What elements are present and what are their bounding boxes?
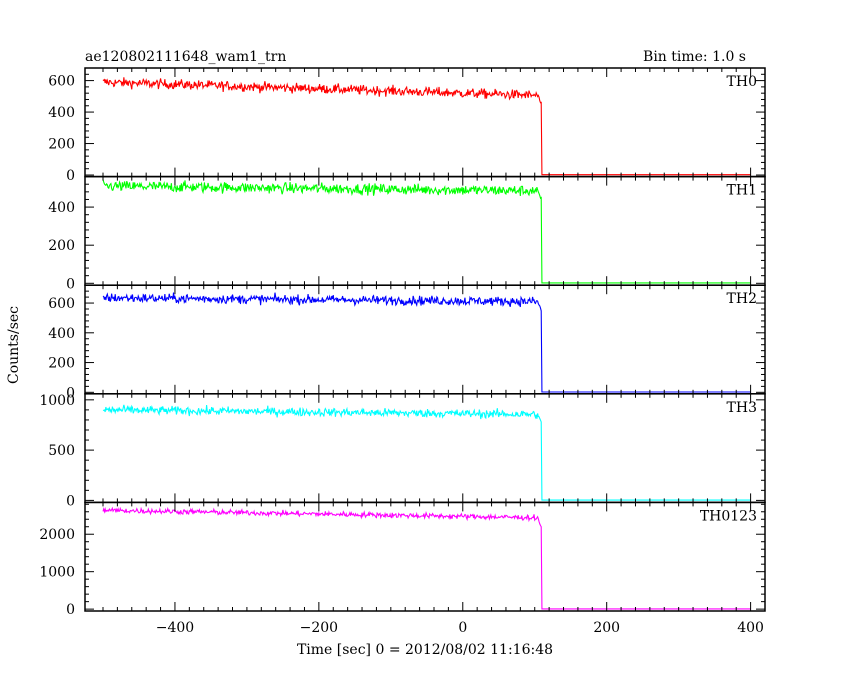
y-tick-label: 600 — [48, 74, 75, 90]
panel-th1: 0 200 400 TH1 — [48, 175, 766, 292]
y-tick-label: 0 — [66, 168, 75, 184]
series-line-th3 — [102, 404, 751, 501]
x-tick-label: 400 — [737, 620, 764, 636]
panel-frame — [84, 67, 766, 178]
panel-label-th2: TH2 — [727, 291, 757, 307]
bin-time-label: Bin time: 1.0 s — [643, 49, 746, 65]
series-line-th0123 — [102, 506, 751, 610]
panel-th0: 0 200 400 600 TH0 — [48, 67, 766, 184]
y-tick-label: 200 — [48, 238, 75, 254]
y-tick-label: 500 — [48, 443, 75, 459]
x-tick-label: −400 — [156, 620, 194, 636]
y-tick-label: 0 — [66, 385, 75, 401]
y-tick-label: 200 — [48, 137, 75, 153]
y-tick-label: 400 — [48, 326, 75, 342]
panel-th3: 0 500 1000 TH3 — [39, 393, 766, 509]
x-tick-label: −200 — [300, 620, 338, 636]
panel-th2: 0 200 400 600 TH2 — [48, 284, 766, 401]
y-tick-label: 0 — [66, 602, 75, 618]
y-tick-label: 600 — [48, 296, 75, 312]
panel-frame — [84, 393, 766, 504]
y-tick-label: 0 — [66, 276, 75, 292]
series-line-th2 — [102, 292, 751, 393]
panel-frame — [84, 501, 766, 612]
y-tick-label: 400 — [48, 105, 75, 121]
panels-group: 0 200 400 600 TH0 0 200 400 TH1 0 200 400 600 TH2 0 500… — [39, 67, 766, 618]
panel-label-th3: TH3 — [727, 400, 757, 416]
y-axis-label: Counts/sec — [6, 306, 22, 384]
panel-label-th1: TH1 — [727, 183, 757, 199]
y-tick-label: 200 — [48, 356, 75, 372]
panel-th0123: 0 1000 2000 TH0123 — [39, 501, 766, 618]
x-axis-label: Time [sec] 0 = 2012/08/02 11:16:48 — [297, 642, 553, 658]
chart-title: ae120802111648_wam1_trn — [85, 49, 286, 65]
x-tick-labels: −400 −200 0 200 400 — [156, 620, 764, 636]
y-tick-label: 400 — [48, 200, 75, 216]
panel-label-th0: TH0 — [727, 74, 757, 90]
x-tick-label: 0 — [458, 620, 467, 636]
y-tick-label: 2000 — [39, 527, 75, 543]
series-line-th1 — [102, 179, 751, 284]
panel-label-th0123: TH0123 — [700, 508, 757, 524]
series-line-th0 — [102, 77, 751, 176]
y-tick-label: 1000 — [39, 393, 75, 409]
y-tick-label: 1000 — [39, 565, 75, 581]
x-tick-label: 200 — [593, 620, 620, 636]
y-tick-label: 0 — [66, 493, 75, 509]
